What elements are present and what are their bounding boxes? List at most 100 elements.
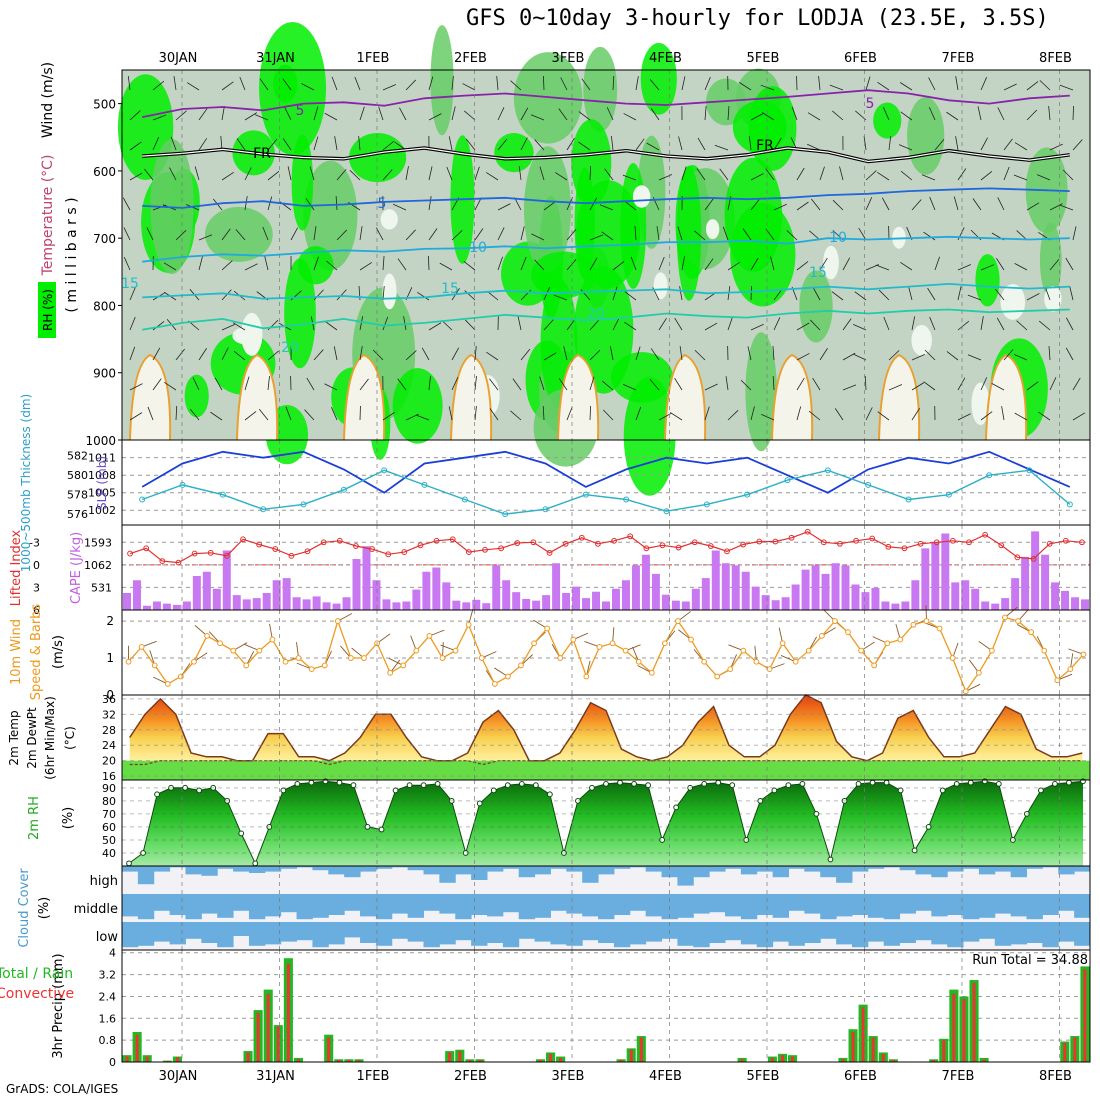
thickness-point <box>865 481 872 488</box>
cape-tick-label: 1062 <box>84 559 112 572</box>
contour-label: 10 <box>469 240 487 256</box>
upper-wind-barb <box>634 226 637 241</box>
cape-bar <box>961 580 970 610</box>
cloud-low-bar <box>264 922 282 945</box>
cloud-middle-bar <box>963 894 980 920</box>
contour-label: 15 <box>809 265 827 281</box>
upper-wind-barb <box>589 165 592 181</box>
rh-point <box>687 784 694 791</box>
cape-bar <box>582 598 591 610</box>
upper-wind-barb <box>923 381 936 391</box>
cloud-middle-bar <box>233 894 250 911</box>
cloud-low-bar <box>677 922 694 946</box>
cloud-low-bar <box>963 922 980 942</box>
upper-wind-barb <box>428 76 434 91</box>
surface-dry-contour <box>129 353 172 441</box>
cloud-high-bar <box>613 866 631 869</box>
upper-wind-barb <box>474 346 477 361</box>
rh-blob <box>571 119 612 207</box>
rh-tick-label: 90 <box>102 782 116 795</box>
upper-wind-barb <box>955 136 959 151</box>
precip-convective-bar <box>1073 1037 1077 1062</box>
upper-wind-barb <box>313 349 324 361</box>
upper-wind-barb <box>313 106 319 121</box>
thickness-line <box>141 469 1071 515</box>
upper-wind-barb <box>221 81 234 91</box>
time-axis: 30JAN 30JAN 31JAN 31JAN 1FEB 1FEB 2FEB 2FEB 3FEB… <box>159 51 1072 1084</box>
dewpoint-band <box>122 760 1090 780</box>
rh-point <box>589 784 595 791</box>
wind-speed-point <box>282 658 289 665</box>
upper-wind-barb <box>934 139 945 151</box>
upper-wind-barb <box>474 197 482 211</box>
cloud-high-bar <box>693 866 710 878</box>
lifted-index-point <box>869 535 876 542</box>
upper-wind-barb <box>405 79 417 91</box>
upper-wind-barb <box>175 110 187 121</box>
upper-wind-barb <box>324 383 338 391</box>
rh-point <box>490 787 497 794</box>
wind-speed-point <box>191 658 197 665</box>
rh-point <box>140 850 146 856</box>
y-label-wind: Wind (m/s) <box>40 62 56 138</box>
upper-wind-barb <box>678 136 683 151</box>
cloud-low-bar <box>931 922 948 945</box>
precip-convective-bar <box>1083 969 1087 1062</box>
upper-wind-barb <box>807 112 821 121</box>
thickness-point <box>784 477 791 484</box>
upper-wind-barb <box>934 256 940 271</box>
rh-dry-spot <box>1044 286 1062 312</box>
upper-wind-barb <box>397 258 407 271</box>
time-label-top: 5FEB <box>747 51 780 66</box>
rh-tick-label: 70 <box>102 808 116 821</box>
upper-wind-barb <box>578 111 591 121</box>
cloud-middle-bar <box>1010 894 1028 917</box>
pressure-tick-label: 900 <box>93 367 116 381</box>
cloud-middle-bar <box>217 894 234 918</box>
cloud-middle-bar <box>122 894 139 917</box>
upper-wind-barb <box>464 319 476 331</box>
cloud-middle-bar <box>582 894 599 917</box>
upper-wind-barb <box>589 257 598 271</box>
upper-wind-barb <box>152 321 165 331</box>
upper-wind-barb <box>812 287 821 301</box>
upper-wind-barb <box>510 410 522 421</box>
upper-wind-barb <box>309 166 315 181</box>
upper-wind-barb <box>198 138 208 151</box>
lifted-index-point <box>627 533 634 540</box>
upper-wind-barb <box>144 168 154 181</box>
cape-bar <box>212 588 221 610</box>
upper-wind-barb <box>727 316 733 331</box>
cape-bar <box>641 554 650 610</box>
upper-wind-barb <box>1013 354 1028 361</box>
upper-wind-barb <box>888 136 892 151</box>
cloud-low-bar <box>153 922 171 942</box>
cape-bar <box>492 565 501 610</box>
upper-wind-barb <box>152 114 167 121</box>
cape-bar <box>432 567 441 610</box>
cloud-middle-bar <box>153 894 171 911</box>
upper-wind-barb <box>953 196 959 211</box>
upper-wind-barb <box>496 76 499 91</box>
lifted-index-point <box>175 559 182 566</box>
lifted-index-point <box>740 541 747 548</box>
cloud-row-label: middle <box>74 902 118 917</box>
cape-bar <box>921 548 930 610</box>
cape-bar <box>352 559 361 610</box>
upper-wind-barb <box>382 169 393 181</box>
upper-wind-barb <box>881 197 890 211</box>
lifted-index-point <box>223 552 230 559</box>
cloud-high-bar <box>407 866 425 871</box>
upper-wind-barb <box>235 229 246 241</box>
upper-wind-barb <box>129 286 136 301</box>
cape-bar <box>671 600 680 610</box>
upper-wind-barb <box>770 256 775 271</box>
cape-bar <box>332 603 341 610</box>
cloud-middle-bar <box>804 894 821 914</box>
cape-bar <box>252 598 261 610</box>
upper-wind-barb <box>554 172 568 181</box>
lifted-index-point <box>159 558 166 564</box>
lifted-index-point <box>127 550 133 557</box>
cloud-high-bar <box>772 866 789 878</box>
pressure-tick-label: 500 <box>93 98 116 112</box>
